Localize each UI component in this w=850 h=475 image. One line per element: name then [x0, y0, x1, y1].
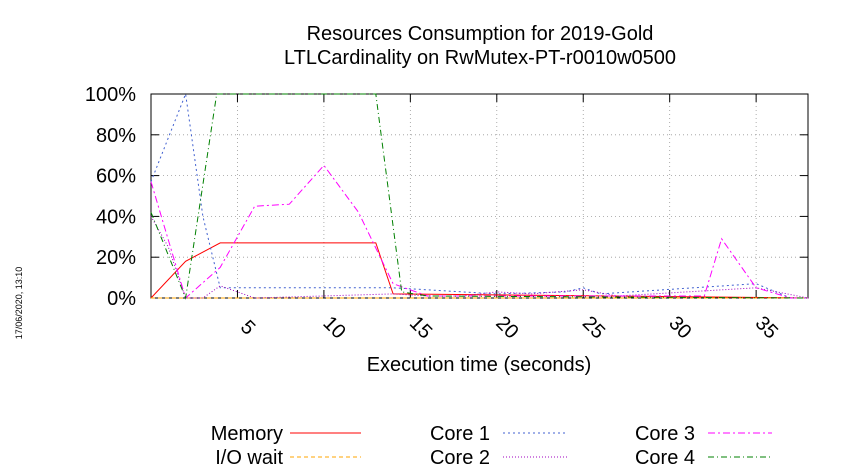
grid-lines — [151, 94, 808, 298]
legend-label: Core 4 — [635, 447, 695, 469]
chart-title-line-1: Resources Consumption for 2019-Gold — [307, 23, 654, 45]
x-tick-label: 15 — [405, 312, 436, 343]
y-tick-label: 0% — [107, 288, 136, 310]
series-line-core-4 — [150, 93, 809, 300]
y-tick-label: 100% — [85, 84, 136, 106]
x-tick-label: 25 — [578, 312, 609, 343]
x-tick-label: 10 — [318, 312, 349, 343]
y-tick-label: 60% — [96, 166, 136, 188]
legend-label: Core 2 — [430, 447, 490, 469]
series-line-core-2 — [150, 216, 809, 299]
legend-label: Core 3 — [635, 423, 695, 445]
x-tick-label: 20 — [491, 312, 522, 343]
series-line-memory — [150, 242, 809, 299]
data-series — [150, 92, 809, 300]
y-tick-label: 40% — [96, 206, 136, 228]
legend-label: I/O wait — [215, 447, 283, 469]
series-line-core-3 — [150, 164, 808, 299]
legend-label: Core 1 — [430, 423, 490, 445]
chart-title: Resources Consumption for 2019-Gold LTLC… — [284, 23, 676, 69]
y-tick-label: 80% — [96, 125, 136, 147]
axis-ticks: 0% 20% 40% 60% 80% 100% 5 10 15 20 25 30 35 — [85, 84, 808, 343]
x-tick-label: 30 — [664, 312, 695, 343]
legend-label: Memory — [211, 423, 283, 445]
x-tick-label: 5 — [236, 316, 259, 339]
y-tick-label: 20% — [96, 247, 136, 269]
x-axis-label: Execution time (seconds) — [367, 354, 592, 376]
chart-title-line-2: LTLCardinality on RwMutex-PT-r0010w0500 — [284, 47, 676, 69]
plot-frame — [150, 93, 809, 299]
x-tick-label: 35 — [751, 312, 782, 343]
timestamp-label: 17/06/2020, 13:10 — [14, 267, 24, 340]
series-line-core-1 — [150, 92, 808, 299]
